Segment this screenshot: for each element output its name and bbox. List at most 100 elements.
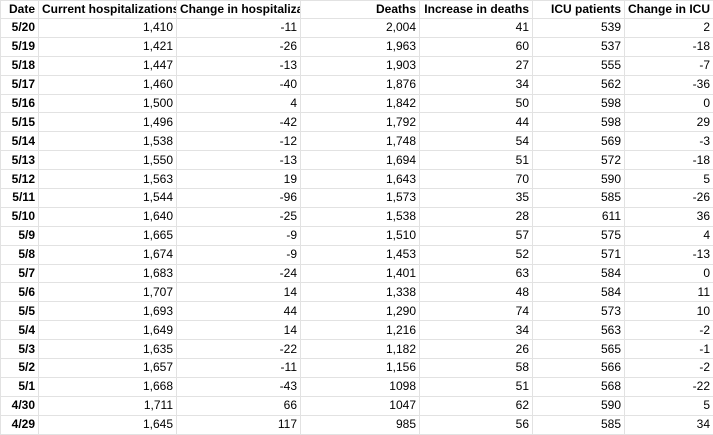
data-cell: -22 <box>625 377 713 396</box>
data-cell: 34 <box>625 415 713 434</box>
data-cell: -13 <box>177 151 301 170</box>
data-cell: -18 <box>625 37 713 56</box>
header-cell: Current hospitalizations <box>39 1 177 19</box>
data-cell: 1,500 <box>39 94 177 113</box>
data-cell: 584 <box>533 283 625 302</box>
data-cell: 29 <box>625 113 713 132</box>
data-cell: 1,538 <box>39 132 177 151</box>
data-cell: 5 <box>625 170 713 189</box>
date-cell: 5/19 <box>1 37 39 56</box>
date-cell: 5/18 <box>1 56 39 75</box>
data-cell: 14 <box>177 321 301 340</box>
data-cell: 1,338 <box>301 283 420 302</box>
data-cell: 566 <box>533 359 625 378</box>
data-cell: 1,447 <box>39 56 177 75</box>
date-cell: 5/12 <box>1 170 39 189</box>
data-cell: -7 <box>625 56 713 75</box>
data-cell: 1,460 <box>39 75 177 94</box>
data-cell: 34 <box>420 75 533 94</box>
data-cell: 562 <box>533 75 625 94</box>
date-cell: 5/14 <box>1 132 39 151</box>
data-cell: -9 <box>177 245 301 264</box>
data-cell: 50 <box>420 94 533 113</box>
data-cell: 62 <box>420 396 533 415</box>
data-cell: 11 <box>625 283 713 302</box>
data-cell: 51 <box>420 377 533 396</box>
date-cell: 5/16 <box>1 94 39 113</box>
date-cell: 4/29 <box>1 415 39 434</box>
data-cell: 52 <box>420 245 533 264</box>
data-cell: -36 <box>625 75 713 94</box>
data-cell: 58 <box>420 359 533 378</box>
data-cell: 1,290 <box>301 302 420 321</box>
data-cell: 4 <box>177 94 301 113</box>
data-cell: 1,216 <box>301 321 420 340</box>
date-cell: 5/6 <box>1 283 39 302</box>
data-cell: 585 <box>533 189 625 208</box>
data-cell: 1,748 <box>301 132 420 151</box>
data-cell: 1,156 <box>301 359 420 378</box>
data-cell: 598 <box>533 94 625 113</box>
data-cell: 1047 <box>301 396 420 415</box>
data-cell: 35 <box>420 189 533 208</box>
data-cell: 36 <box>625 207 713 226</box>
data-cell: 48 <box>420 283 533 302</box>
data-cell: 2 <box>625 19 713 38</box>
date-cell: 5/11 <box>1 189 39 208</box>
date-cell: 5/13 <box>1 151 39 170</box>
data-cell: 1,401 <box>301 264 420 283</box>
data-cell: 1,657 <box>39 359 177 378</box>
data-cell: 66 <box>177 396 301 415</box>
header-cell: Date <box>1 1 39 19</box>
data-cell: 1,643 <box>301 170 420 189</box>
data-cell: -2 <box>625 321 713 340</box>
data-cell: 1,707 <box>39 283 177 302</box>
data-cell: -11 <box>177 359 301 378</box>
data-cell: 5 <box>625 396 713 415</box>
data-cell: 41 <box>420 19 533 38</box>
data-cell: 1,453 <box>301 245 420 264</box>
data-cell: 1,683 <box>39 264 177 283</box>
data-cell: -1 <box>625 340 713 359</box>
data-cell: -13 <box>625 245 713 264</box>
data-cell: 1,903 <box>301 56 420 75</box>
data-cell: 1,876 <box>301 75 420 94</box>
header-cell: Increase in deaths <box>420 1 533 19</box>
data-cell: -12 <box>177 132 301 151</box>
header-cell: Change in hospitalizations <box>177 1 301 19</box>
data-cell: 1,410 <box>39 19 177 38</box>
date-cell: 5/2 <box>1 359 39 378</box>
data-cell: 1,421 <box>39 37 177 56</box>
data-cell: 571 <box>533 245 625 264</box>
data-cell: 1,665 <box>39 226 177 245</box>
data-cell: 584 <box>533 264 625 283</box>
data-cell: 1,668 <box>39 377 177 396</box>
data-cell: 573 <box>533 302 625 321</box>
date-cell: 5/3 <box>1 340 39 359</box>
data-cell: 60 <box>420 37 533 56</box>
data-cell: -3 <box>625 132 713 151</box>
data-cell: 565 <box>533 340 625 359</box>
date-cell: 5/17 <box>1 75 39 94</box>
data-cell: 585 <box>533 415 625 434</box>
data-cell: 19 <box>177 170 301 189</box>
data-cell: 1,538 <box>301 207 420 226</box>
data-cell: 70 <box>420 170 533 189</box>
data-cell: 1,544 <box>39 189 177 208</box>
data-cell: 4 <box>625 226 713 245</box>
